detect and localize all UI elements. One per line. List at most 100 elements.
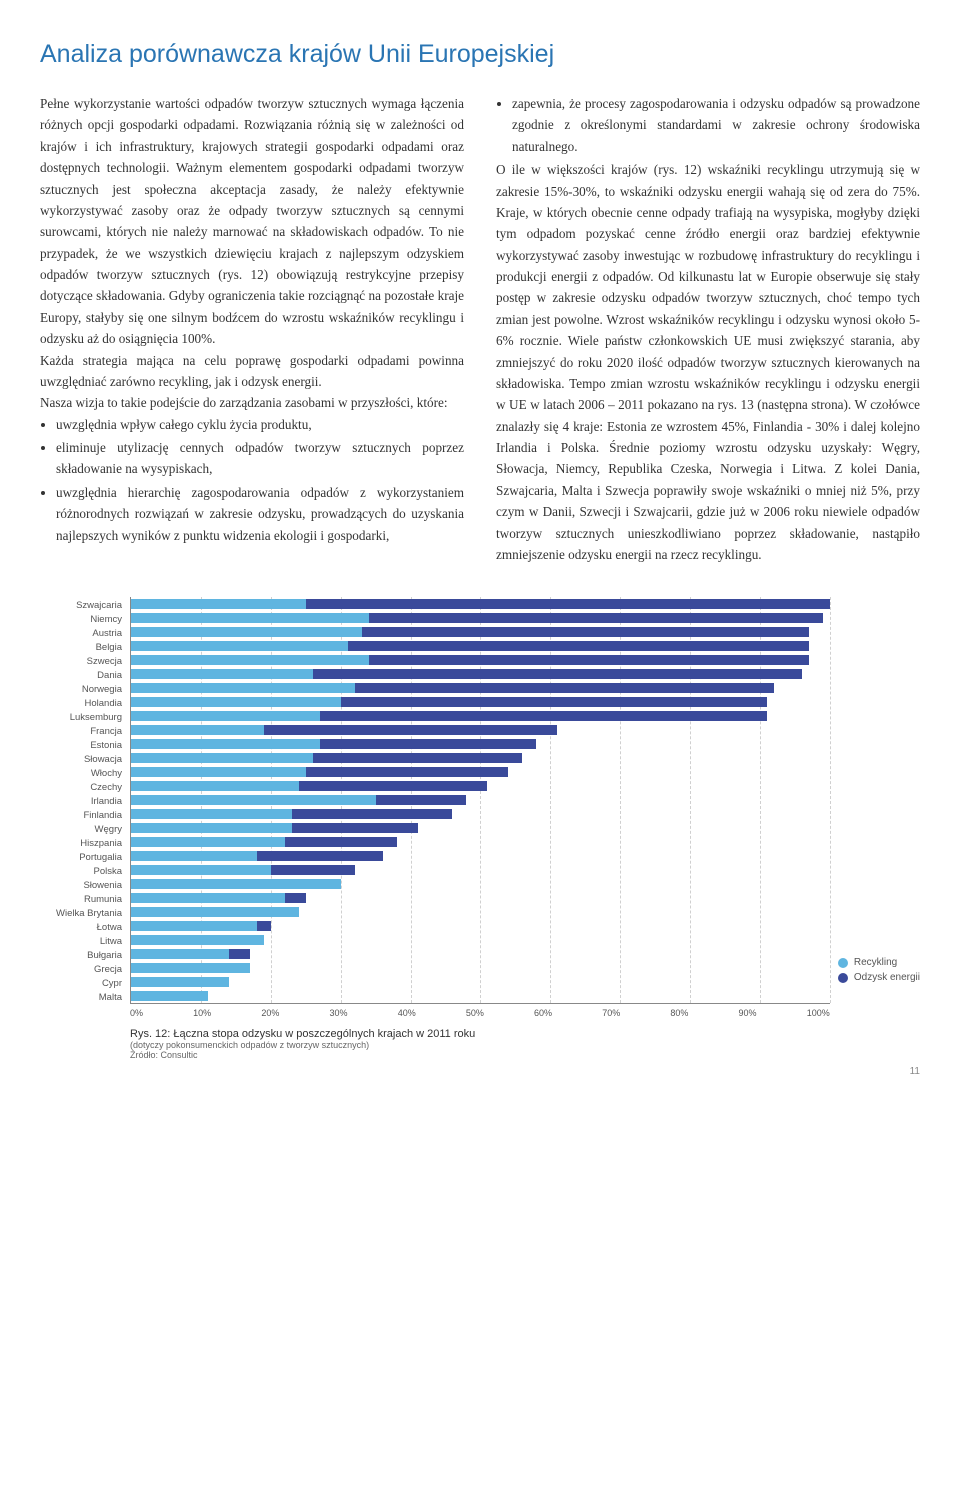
chart-y-labels: SzwajcariaNiemcyAustriaBelgiaSzwecjaDani…	[40, 597, 122, 1005]
caption-main: Rys. 12: Łączna stopa odzysku w poszczeg…	[130, 1028, 475, 1040]
bar-segment-energy	[348, 641, 809, 651]
country-label: Estonia	[40, 739, 122, 753]
country-label: Rumunia	[40, 893, 122, 907]
bar-row	[131, 681, 830, 695]
bar-segment-recycling	[131, 767, 306, 777]
x-tick-label: 40%	[398, 1008, 416, 1018]
bar-row	[131, 625, 830, 639]
bullet-list-left: uwzględnia wpływ całego cyklu życia prod…	[56, 414, 464, 546]
bar-segment-recycling	[131, 697, 341, 707]
bar-row	[131, 961, 830, 975]
bar-segment-recycling	[131, 865, 271, 875]
bar-segment-energy	[292, 823, 418, 833]
x-tick-label: 10%	[193, 1008, 211, 1018]
bar-segment-energy	[306, 599, 830, 609]
bar-segment-energy	[285, 837, 397, 847]
bar-segment-recycling	[131, 823, 292, 833]
bar-stack	[131, 795, 466, 805]
para-right-1: O ile w większości krajów (rys. 12) wska…	[496, 159, 920, 565]
bar-segment-recycling	[131, 809, 292, 819]
bar-stack	[131, 683, 774, 693]
column-left: Pełne wykorzystanie wartości odpadów two…	[40, 93, 464, 565]
bullet-left-3: uwzględnia hierarchię zagospodarowania o…	[56, 482, 464, 546]
bar-stack	[131, 963, 250, 973]
bar-stack	[131, 767, 508, 777]
bar-segment-energy	[264, 725, 558, 735]
bar-row	[131, 639, 830, 653]
bar-row	[131, 891, 830, 905]
country-label: Malta	[40, 991, 122, 1005]
country-label: Słowenia	[40, 879, 122, 893]
bar-stack	[131, 753, 522, 763]
bar-row	[131, 877, 830, 891]
bar-segment-energy	[271, 865, 355, 875]
country-label: Niemcy	[40, 613, 122, 627]
bullet-left-2: eliminuje utylizację cennych odpadów two…	[56, 437, 464, 480]
country-label: Irlandia	[40, 795, 122, 809]
swatch-energy-icon	[838, 973, 848, 983]
bar-stack	[131, 781, 487, 791]
caption-sub1: (dotyczy pokonsumenckich odpadów z tworz…	[130, 1040, 830, 1050]
bar-segment-energy	[292, 809, 453, 819]
legend-row-recycling: Recykling	[838, 957, 920, 968]
bar-stack	[131, 851, 383, 861]
country-label: Węgry	[40, 823, 122, 837]
bullet-right-1: zapewnia, że procesy zagospodarowania i …	[512, 93, 920, 157]
bar-row	[131, 695, 830, 709]
bar-stack	[131, 907, 299, 917]
bar-segment-energy	[341, 697, 767, 707]
bullet-list-right: zapewnia, że procesy zagospodarowania i …	[512, 93, 920, 157]
x-tick-label: 80%	[670, 1008, 688, 1018]
bar-row	[131, 793, 830, 807]
bar-segment-recycling	[131, 641, 348, 651]
country-label: Cypr	[40, 977, 122, 991]
bar-stack	[131, 725, 557, 735]
x-tick-label: 100%	[807, 1008, 830, 1018]
bar-segment-recycling	[131, 753, 313, 763]
bar-segment-energy	[355, 683, 774, 693]
country-label: Szwecja	[40, 655, 122, 669]
bar-segment-recycling	[131, 627, 362, 637]
x-tick-label: 50%	[466, 1008, 484, 1018]
bar-row	[131, 989, 830, 1003]
bar-segment-energy	[229, 949, 250, 959]
bar-stack	[131, 921, 271, 931]
bar-segment-energy	[320, 711, 767, 721]
country-label: Dania	[40, 669, 122, 683]
bar-row	[131, 863, 830, 877]
country-label: Litwa	[40, 935, 122, 949]
bar-stack	[131, 949, 250, 959]
x-tick-label: 70%	[602, 1008, 620, 1018]
para-left-3: Nasza wizja to takie podejście do zarząd…	[40, 392, 464, 413]
bar-row	[131, 765, 830, 779]
legend-label-recycling: Recykling	[854, 957, 897, 968]
x-tick-label: 20%	[261, 1008, 279, 1018]
country-label: Grecja	[40, 963, 122, 977]
bar-row	[131, 709, 830, 723]
bar-stack	[131, 809, 452, 819]
country-label: Norwegia	[40, 683, 122, 697]
x-tick-label: 30%	[330, 1008, 348, 1018]
page-title: Analiza porównawcza krajów Unii Europejs…	[40, 40, 920, 69]
page-number: 11	[40, 1066, 920, 1077]
bar-segment-recycling	[131, 711, 320, 721]
bar-row	[131, 849, 830, 863]
bar-segment-recycling	[131, 781, 299, 791]
country-label: Włochy	[40, 767, 122, 781]
chart-plot	[130, 597, 830, 1004]
legend-row-energy: Odzysk energii	[838, 972, 920, 983]
country-label: Słowacja	[40, 753, 122, 767]
bar-row	[131, 975, 830, 989]
bar-segment-recycling	[131, 837, 285, 847]
bar-stack	[131, 655, 809, 665]
bar-stack	[131, 599, 830, 609]
body-columns: Pełne wykorzystanie wartości odpadów two…	[40, 93, 920, 565]
bar-row	[131, 807, 830, 821]
bar-segment-recycling	[131, 795, 376, 805]
bar-stack	[131, 669, 802, 679]
chart-x-axis: 0%10%20%30%40%50%60%70%80%90%100%	[130, 1008, 830, 1018]
bar-segment-recycling	[131, 921, 257, 931]
swatch-recycling-icon	[838, 958, 848, 968]
chart-wrapper: 0%10%20%30%40%50%60%70%80%90%100% Rys. 1…	[130, 597, 830, 1060]
x-tick-label: 0%	[130, 1008, 143, 1018]
